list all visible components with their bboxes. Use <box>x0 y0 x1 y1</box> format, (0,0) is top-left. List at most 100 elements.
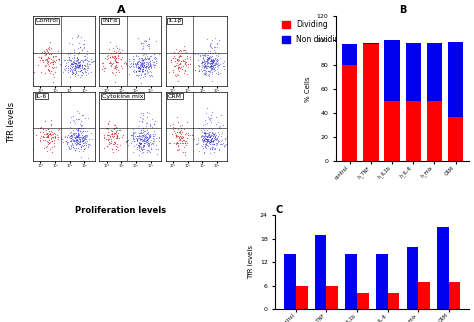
Point <box>71 134 79 139</box>
Bar <box>342 44 357 65</box>
Point <box>79 134 86 139</box>
Point <box>177 135 185 140</box>
Point <box>142 124 150 129</box>
Point <box>201 136 209 141</box>
Point <box>74 64 82 70</box>
Bar <box>448 117 463 162</box>
Point <box>199 138 207 143</box>
Point <box>215 120 222 125</box>
Point <box>207 59 215 64</box>
Point <box>73 137 80 143</box>
Point <box>202 65 210 70</box>
Point <box>214 70 221 75</box>
Point <box>52 132 59 137</box>
Point <box>80 70 87 75</box>
Point <box>117 63 125 68</box>
Point <box>44 133 52 138</box>
Point <box>131 60 139 65</box>
Point <box>74 130 82 136</box>
Point <box>86 62 94 67</box>
Point <box>200 61 208 66</box>
Point <box>75 49 82 54</box>
Point <box>136 134 144 139</box>
Point <box>98 66 106 71</box>
Point <box>208 138 215 143</box>
Point <box>39 137 47 142</box>
Point <box>80 138 87 143</box>
Point <box>139 149 147 154</box>
Point <box>130 144 137 149</box>
Point <box>73 133 80 138</box>
Point <box>55 137 62 142</box>
Point <box>198 134 205 139</box>
Point <box>72 61 79 66</box>
Point <box>113 128 120 133</box>
Point <box>194 57 202 62</box>
Point <box>75 65 83 70</box>
Point <box>107 62 114 68</box>
Point <box>135 130 143 135</box>
Point <box>145 144 153 149</box>
Point <box>72 127 80 132</box>
Point <box>76 135 84 140</box>
Point <box>119 133 127 138</box>
Point <box>207 63 215 68</box>
Point <box>145 142 152 147</box>
Point <box>78 70 86 75</box>
Point <box>201 117 209 122</box>
Point <box>137 129 145 135</box>
Point <box>201 53 209 58</box>
Point <box>84 115 92 120</box>
Point <box>72 139 80 145</box>
Point <box>179 138 186 143</box>
Point <box>204 63 212 68</box>
Point <box>43 134 51 139</box>
Point <box>145 56 152 61</box>
Point <box>67 58 75 63</box>
Point <box>195 69 202 74</box>
Point <box>134 65 142 70</box>
Point <box>147 145 155 150</box>
Point <box>81 133 89 138</box>
Point <box>139 65 147 70</box>
Point <box>81 145 89 150</box>
Point <box>73 127 81 132</box>
Point <box>178 59 185 64</box>
Point <box>139 142 147 147</box>
Point <box>41 118 49 124</box>
Point <box>48 135 56 140</box>
Point <box>201 130 209 135</box>
Point <box>71 138 79 144</box>
Point <box>108 141 115 146</box>
Point <box>139 75 147 80</box>
Point <box>142 51 149 56</box>
Point <box>53 132 60 137</box>
Point <box>70 66 78 71</box>
Point <box>79 134 86 139</box>
Point <box>201 52 208 57</box>
Point <box>54 134 62 139</box>
Point <box>139 68 147 73</box>
Point <box>208 54 215 60</box>
Point <box>145 56 152 62</box>
Point <box>79 138 86 144</box>
Point <box>74 141 82 146</box>
Point <box>72 68 79 73</box>
Point <box>205 130 212 136</box>
Point <box>129 57 137 62</box>
Point <box>210 139 217 144</box>
Bar <box>376 254 388 309</box>
Point <box>202 138 210 143</box>
Point <box>80 135 87 140</box>
Point <box>137 55 145 61</box>
Point <box>112 60 119 65</box>
Point <box>67 132 75 137</box>
Point <box>141 54 149 60</box>
Point <box>209 61 216 66</box>
Point <box>217 138 225 143</box>
Point <box>84 59 91 64</box>
Point <box>205 129 213 134</box>
Point <box>115 135 123 140</box>
Point <box>212 70 219 75</box>
Point <box>175 134 183 139</box>
